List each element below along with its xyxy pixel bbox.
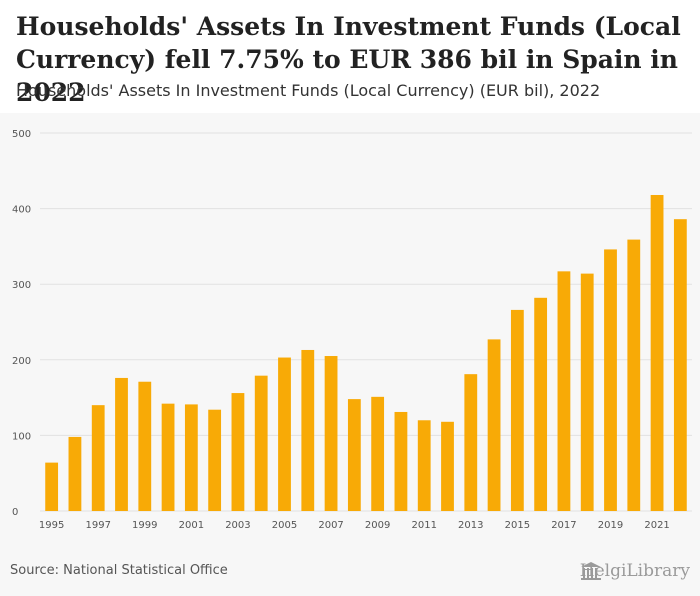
bar-2017[interactable]: [557, 271, 571, 511]
brand-name: HelgiLibrary: [579, 561, 690, 581]
bar-2016[interactable]: [534, 297, 548, 511]
y-tick-label: 100: [12, 431, 31, 442]
header: Households' Assets In Investment Funds (…: [0, 0, 700, 112]
x-tick-label: 2005: [272, 520, 297, 531]
y-tick-label: 0: [12, 507, 18, 518]
x-tick-label: 2017: [551, 520, 576, 531]
x-tick-label: 2009: [365, 520, 390, 531]
x-tick-label: 1999: [132, 520, 157, 531]
bar-1995[interactable]: [45, 462, 59, 511]
library-icon: [580, 562, 601, 580]
bar-2022[interactable]: [673, 219, 687, 511]
brand-logo[interactable]: HelgiLibrary: [580, 561, 690, 581]
y-tick-label: 300: [12, 280, 31, 291]
bar-2000[interactable]: [161, 403, 175, 511]
x-tick-label: 1997: [85, 520, 110, 531]
bar-1998[interactable]: [115, 377, 128, 511]
x-tick-label: 2015: [505, 520, 530, 531]
bar-2014[interactable]: [487, 339, 501, 511]
chart-subtitle: Households' Assets In Investment Funds (…: [16, 81, 601, 100]
x-tick-label: 2001: [179, 520, 204, 531]
x-tick-label: 2003: [225, 520, 250, 531]
bar-chart: 0 100 200 300 400 500 1995 1997 1999 2001 2003 2005…: [12, 129, 692, 531]
x-tick-label: 2011: [411, 520, 436, 531]
x-tick-label: 2021: [644, 520, 669, 531]
bar-2007[interactable]: [324, 356, 338, 511]
bar-2008[interactable]: [347, 399, 361, 511]
bar-2001[interactable]: [184, 404, 198, 511]
y-tick-label: 200: [12, 356, 31, 367]
x-tick-label: 2007: [318, 520, 343, 531]
bar-2009[interactable]: [371, 396, 385, 511]
bar-2018[interactable]: [580, 273, 594, 511]
chart-title: Households' Assets In Investment Funds (…: [16, 12, 681, 107]
bar-1997[interactable]: [91, 405, 105, 511]
x-tick-label: 2019: [598, 520, 623, 531]
bar-2003[interactable]: [231, 393, 245, 511]
x-tick-label: 1995: [39, 520, 64, 531]
bar-2010[interactable]: [394, 411, 408, 511]
bar-2012[interactable]: [441, 421, 454, 511]
chart-area: 0 100 200 300 400 500 1995 1997 1999 2001 2003 2005…: [0, 113, 700, 553]
bar-2013[interactable]: [464, 374, 478, 511]
bar-2004[interactable]: [254, 375, 268, 511]
bar-2020[interactable]: [627, 239, 641, 511]
bar-1999[interactable]: [138, 381, 152, 511]
bar-2011[interactable]: [417, 420, 431, 511]
bar-2019[interactable]: [604, 249, 617, 511]
bar-2015[interactable]: [510, 309, 524, 511]
y-tick-label: 500: [12, 129, 31, 140]
bar-2006[interactable]: [301, 349, 315, 511]
bar-2005[interactable]: [278, 357, 291, 511]
bar-1996[interactable]: [68, 436, 82, 511]
y-tick-label: 400: [12, 205, 31, 216]
footer: Source: National Statistical Office Helg…: [0, 553, 700, 596]
bar-2002[interactable]: [208, 409, 222, 511]
source-note: Source: National Statistical Office: [10, 563, 228, 578]
x-tick-label: 2013: [458, 520, 483, 531]
bar-2021[interactable]: [650, 194, 664, 511]
